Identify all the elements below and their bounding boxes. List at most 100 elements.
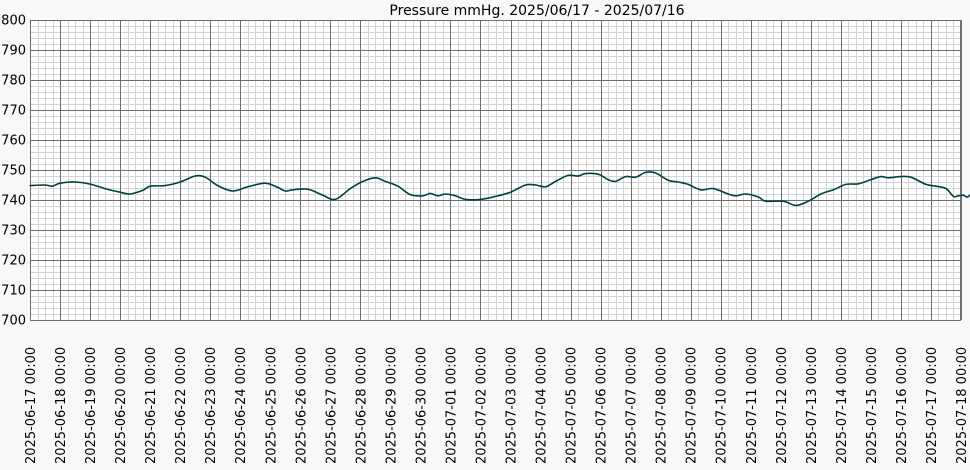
pressure-data-point: [910, 176, 912, 178]
pressure-data-point: [807, 200, 809, 202]
pressure-data-point: [164, 185, 166, 187]
pressure-data-point: [735, 195, 737, 197]
pressure-data-point: [397, 185, 399, 187]
pressure-data-point: [880, 176, 882, 178]
x-tick-label: 2025-07-01 00:00: [444, 347, 459, 464]
pressure-data-point: [232, 190, 234, 192]
pressure-data-point: [59, 182, 61, 184]
pressure-data-point: [925, 183, 927, 185]
pressure-data-point: [677, 181, 679, 183]
pressure-data-point: [454, 195, 457, 197]
pressure-data-point: [615, 180, 617, 182]
y-tick-label: 720: [1, 254, 26, 269]
x-tick-label: 2025-06-26 00:00: [294, 347, 309, 464]
x-tick-label: 2025-07-03 00:00: [505, 347, 520, 464]
pressure-data-point: [782, 200, 784, 202]
pressure-data-point: [957, 195, 960, 197]
y-tick-label: 730: [1, 224, 26, 239]
y-tick-label: 740: [1, 194, 26, 209]
pressure-data-point: [129, 193, 131, 195]
y-tick-label: 780: [1, 74, 26, 89]
y-tick-label: 790: [1, 44, 26, 59]
pressure-data-point: [422, 195, 424, 197]
pressure-data-point: [845, 183, 847, 185]
pressure-data-point: [712, 188, 714, 190]
pressure-series-line: [29, 171, 970, 207]
x-tick-label: 2025-06-27 00:00: [324, 347, 339, 464]
y-tick-label: 800: [1, 14, 26, 29]
y-tick-labels: 800 790 780 770 760 750 740 730 720 710 700: [1, 14, 26, 329]
pressure-data-point: [437, 195, 439, 197]
pressure-data-point: [945, 188, 947, 190]
pressure-data-point: [179, 181, 181, 183]
pressure-data-point: [820, 193, 822, 195]
x-tick-label: 2025-07-06 00:00: [595, 347, 610, 464]
x-tick-label: 2025-07-17 00:00: [925, 347, 940, 464]
x-tick-label: 2025-07-08 00:00: [655, 347, 670, 464]
pressure-data-point: [334, 198, 336, 200]
pressure-data-point: [429, 192, 431, 194]
x-tick-label: 2025-07-14 00:00: [835, 347, 850, 464]
pressure-data-point: [857, 183, 860, 185]
x-tick-label: 2025-07-16 00:00: [895, 347, 910, 464]
pressure-data-point: [935, 185, 937, 187]
pressure-data-point: [204, 176, 206, 178]
pressure-data-point: [765, 200, 767, 202]
pressure-data-point: [119, 191, 121, 193]
pressure-data-point: [374, 177, 376, 179]
pressure-data-point: [44, 184, 46, 186]
x-tick-label: 2025-06-23 00:00: [204, 347, 219, 464]
x-tick-label: 2025-07-11 00:00: [745, 347, 760, 464]
pressure-data-point: [104, 188, 106, 190]
plot-border: [30, 20, 961, 321]
x-tick-labels: 2025-06-17 00:00 2025-06-18 00:00 2025-06-…: [24, 347, 970, 464]
x-tick-label: 2025-06-24 00:00: [234, 347, 249, 464]
pressure-data-point: [349, 188, 351, 190]
x-tick-label: 2025-06-17 00:00: [24, 347, 39, 464]
pressure-data-point: [727, 193, 729, 195]
pressure-data-point: [362, 180, 364, 182]
pressure-data-point: [832, 189, 835, 191]
x-tick-label: 2025-07-05 00:00: [565, 347, 580, 464]
pressure-data-point: [292, 189, 294, 191]
pressure-data-point: [322, 194, 324, 196]
pressure-data-point: [795, 204, 797, 206]
x-tick-label: 2025-07-12 00:00: [775, 347, 790, 464]
pressure-data-point: [567, 174, 569, 176]
pressure-data-point: [555, 180, 557, 182]
pressure-data-point: [384, 180, 386, 182]
pressure-data-point: [687, 183, 689, 185]
x-tick-label: 2025-06-19 00:00: [84, 347, 99, 464]
chart-title: Pressure mmHg. 2025/06/17 - 2025/07/16: [389, 3, 684, 19]
pressure-data-point: [700, 189, 702, 191]
y-tick-label: 760: [1, 134, 26, 149]
x-tick-label: 2025-06-20 00:00: [114, 347, 129, 464]
pressure-data-point: [444, 193, 446, 195]
pressure-data-point: [51, 185, 54, 187]
pressure-data-point: [962, 194, 965, 196]
series-layer: [29, 171, 970, 207]
pressure-data-point: [509, 191, 512, 193]
pressure-data-point: [194, 175, 196, 177]
pressure-data-point: [264, 182, 266, 184]
x-tick-label: 2025-07-18 00:00: [955, 347, 970, 464]
pressure-data-point: [577, 175, 579, 177]
pressure-data-point: [667, 179, 669, 181]
pressure-data-point: [645, 171, 647, 173]
pressure-data-point: [635, 176, 637, 178]
pressure-data-point: [307, 188, 309, 190]
y-tick-label: 750: [1, 164, 26, 179]
x-tick-label: 2025-06-25 00:00: [264, 347, 279, 464]
pressure-data-point: [607, 179, 609, 181]
pressure-data-point: [409, 194, 411, 196]
x-tick-label: 2025-07-13 00:00: [805, 347, 820, 464]
pressure-data-point: [585, 173, 587, 175]
pressure-data-point: [74, 181, 76, 183]
x-tick-label: 2025-06-21 00:00: [144, 347, 159, 464]
x-tick-label: 2025-07-15 00:00: [865, 347, 880, 464]
pressure-data-point: [757, 196, 759, 198]
pressure-data-point: [524, 184, 527, 186]
pressure-data-point: [277, 186, 279, 188]
x-tick-label: 2025-07-04 00:00: [535, 347, 550, 464]
